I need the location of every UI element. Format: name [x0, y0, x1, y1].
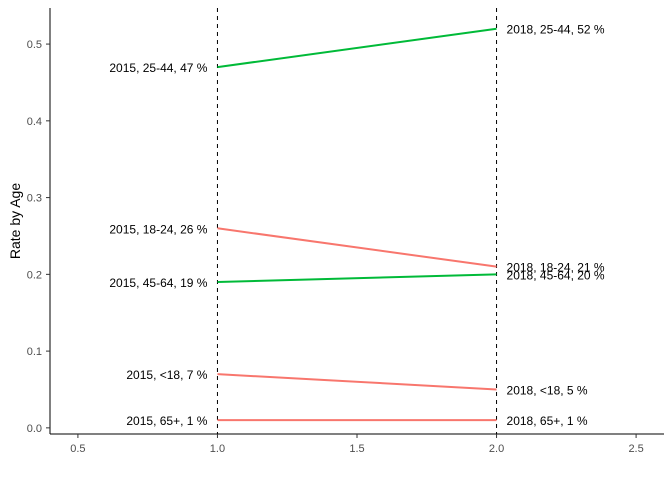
right-data-label: 2018, 65+, 1 %	[507, 414, 588, 428]
series-line	[217, 373, 497, 391]
left-data-label: 2015, 25-44, 47 %	[109, 61, 207, 75]
data-labels: 2015, 25-44, 47 % 2018, 25-44, 52 % 2015, …	[109, 23, 605, 428]
x-axis-ticks: 0.5 1.0 1.5 2.0 2.5	[70, 434, 644, 455]
left-data-label: 2015, 65+, 1 %	[126, 414, 207, 428]
right-data-label: 2018, <18, 5 %	[507, 383, 588, 397]
reference-lines	[216, 8, 498, 434]
y-tick-label: 0.3	[27, 193, 42, 205]
y-tick-label: 0.0	[27, 423, 42, 435]
left-data-label: 2015, <18, 7 %	[126, 368, 207, 382]
y-axis-ticks: 0.0 0.1 0.2 0.3 0.4 0.5	[27, 39, 50, 435]
x-tick-label: 1.5	[349, 443, 364, 455]
y-tick-label: 0.2	[27, 269, 42, 281]
y-tick-label: 0.5	[27, 39, 42, 51]
y-axis-title: Rate by Age	[7, 183, 23, 259]
right-data-label: 2018, 25-44, 52 %	[507, 23, 605, 37]
series-line	[217, 27, 497, 69]
series-line	[217, 273, 497, 284]
y-tick-label: 0.4	[27, 116, 42, 128]
y-tick-label: 0.1	[27, 346, 42, 358]
right-data-label: 2018, 18-24, 21 %	[507, 261, 605, 275]
x-tick-label: 1.0	[210, 443, 225, 455]
x-tick-label: 0.5	[70, 443, 85, 455]
right-data-label: 2018, 45-64, 20 %	[507, 268, 605, 282]
left-data-label: 2015, 18-24, 26 %	[109, 222, 207, 236]
series-line	[217, 227, 497, 268]
left-data-label: 2015, 45-64, 19 %	[109, 276, 207, 290]
x-tick-label: 2.5	[628, 443, 643, 455]
series-lines	[217, 27, 497, 422]
x-tick-label: 2.0	[489, 443, 504, 455]
